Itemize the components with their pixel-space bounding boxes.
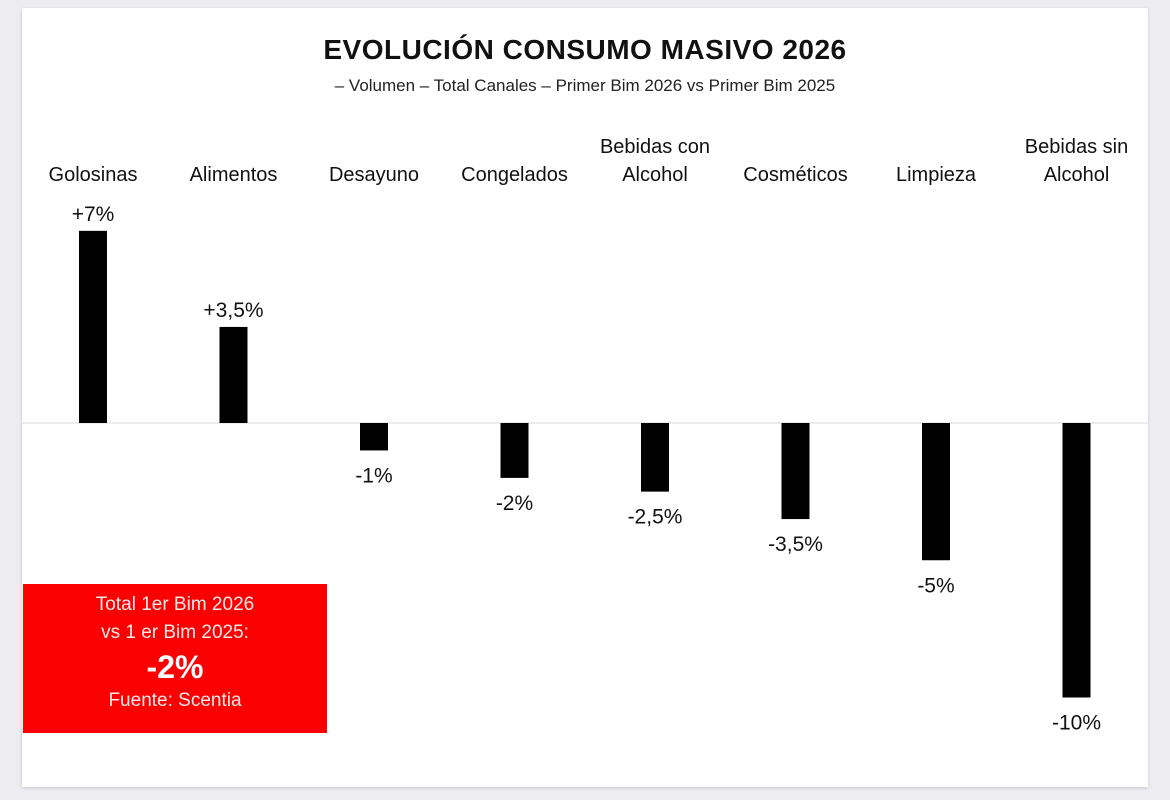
bar <box>641 423 669 492</box>
summary-box: Total 1er Bim 2026 vs 1 er Bim 2025: -2%… <box>23 584 327 733</box>
category-label: Golosinas <box>49 164 138 186</box>
category-label: Bebidas sin <box>1025 136 1128 158</box>
category-label: Limpieza <box>896 164 977 186</box>
bar <box>79 230 107 423</box>
bar <box>360 423 388 451</box>
data-label: -3,5% <box>768 533 823 556</box>
data-label: -2% <box>496 492 533 515</box>
bar <box>219 326 248 423</box>
category-label: Bebidas con <box>600 136 710 158</box>
summary-line2: vs 1 er Bim 2025: <box>101 622 249 643</box>
category-label: Alimentos <box>190 164 278 186</box>
chart-title: EVOLUCIÓN CONSUMO MASIVO 2026 <box>323 34 847 65</box>
bar <box>922 423 950 561</box>
category-label: Cosméticos <box>743 164 847 186</box>
category-label: Congelados <box>461 164 568 186</box>
data-label: -5% <box>917 574 954 597</box>
category-label: Alcohol <box>622 164 688 186</box>
data-label: +3,5% <box>203 299 263 322</box>
category-label: Desayuno <box>329 164 419 186</box>
chart-subtitle: – Volumen – Total Canales – Primer Bim 2… <box>334 76 836 95</box>
summary-line1: Total 1er Bim 2026 <box>95 594 255 615</box>
summary-source: Fuente: Scentia <box>108 690 242 711</box>
data-label: -2,5% <box>628 506 683 529</box>
data-label: -1% <box>355 464 392 487</box>
bar <box>500 423 529 478</box>
bar <box>781 423 810 520</box>
bar <box>1062 423 1091 698</box>
data-label: -10% <box>1052 712 1101 735</box>
data-label: +7% <box>72 203 115 226</box>
category-label: Alcohol <box>1044 164 1110 186</box>
summary-value: -2% <box>146 649 204 685</box>
